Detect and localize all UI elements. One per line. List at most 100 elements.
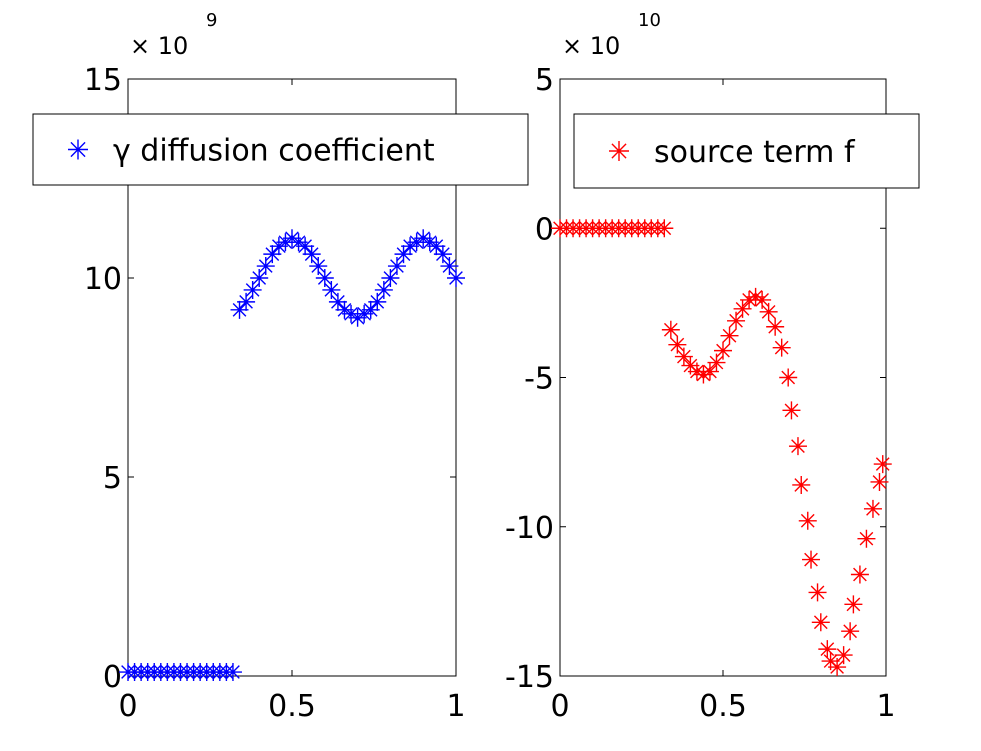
- marker-shape: [374, 280, 393, 299]
- marker-shape: [841, 622, 860, 641]
- data-point: [844, 595, 863, 614]
- data-point: [401, 237, 420, 256]
- data-point: [433, 245, 452, 264]
- x-tick-label: 1: [446, 689, 465, 724]
- data-point: [447, 269, 465, 287]
- marker-shape: [779, 368, 798, 387]
- marker-shape: [309, 257, 328, 276]
- marker-shape: [335, 300, 354, 319]
- marker-shape: [256, 257, 275, 276]
- marker-shape: [223, 663, 242, 682]
- y-tick-label: -15: [505, 660, 554, 695]
- marker-shape: [407, 233, 426, 252]
- marker-shape: [243, 280, 262, 299]
- marker-shape: [828, 658, 847, 677]
- marker-shape: [788, 437, 807, 456]
- data-point: [857, 529, 876, 548]
- data-point: [818, 640, 837, 659]
- marker-shape: [834, 646, 853, 665]
- marker-shape: [427, 237, 446, 256]
- marker-shape: [674, 347, 693, 366]
- marker-shape: [818, 640, 837, 659]
- data-point: [322, 280, 341, 299]
- data-point: [440, 257, 459, 276]
- marker-shape: [289, 233, 308, 252]
- data-point: [753, 290, 772, 309]
- data-point: [420, 233, 439, 252]
- data-point: [381, 269, 400, 287]
- marker-shape: [302, 245, 321, 264]
- marker-shape: [315, 269, 334, 287]
- marker-shape: [661, 320, 680, 339]
- data-point: [834, 646, 853, 665]
- marker-shape: [759, 302, 778, 321]
- data-point: [863, 499, 882, 518]
- data-point: [870, 472, 889, 491]
- data-point: [759, 302, 778, 321]
- data-point: [661, 320, 680, 339]
- data-point: [733, 299, 752, 318]
- data-point: [276, 233, 295, 252]
- data-point: [348, 308, 367, 327]
- data-point: [283, 229, 301, 248]
- marker-shape: [230, 300, 249, 319]
- marker-shape: [746, 287, 765, 306]
- y-tick-label: -5: [524, 362, 554, 397]
- marker-shape: [753, 290, 772, 309]
- data-point: [779, 368, 798, 387]
- marker-shape: [772, 338, 791, 357]
- data-point: [302, 245, 321, 264]
- marker-shape: [844, 595, 863, 614]
- marker-shape: [368, 292, 387, 311]
- data-point: [368, 292, 387, 311]
- data-point: [873, 455, 892, 474]
- data-point: [315, 269, 334, 287]
- y-tick-label: 15: [84, 63, 122, 98]
- y-multiplier: × 10: [130, 32, 188, 60]
- data-point: [342, 304, 361, 323]
- data-point: [694, 365, 713, 384]
- data-point: [811, 613, 830, 632]
- y-exponent: 9: [206, 10, 217, 31]
- y-exponent: 10: [638, 10, 661, 31]
- data-point: [707, 353, 726, 372]
- marker-shape: [414, 229, 433, 248]
- marker-shape: [276, 233, 295, 252]
- data-point: [394, 245, 413, 264]
- data-point: [296, 237, 315, 256]
- marker-shape: [381, 269, 400, 287]
- x-tick-label: 0: [550, 689, 569, 724]
- marker-shape: [387, 257, 406, 276]
- data-point: [355, 304, 374, 323]
- y-tick-label: 0: [535, 212, 554, 247]
- marker-shape: [687, 362, 706, 381]
- data-point: [674, 347, 693, 366]
- data-point: [361, 300, 380, 319]
- marker-shape: [857, 529, 876, 548]
- data-point: [727, 311, 746, 330]
- data-point: [746, 287, 765, 306]
- marker-shape: [811, 613, 830, 632]
- y-tick-label: 0: [103, 660, 122, 695]
- data-point: [808, 583, 827, 602]
- marker-shape: [250, 269, 269, 287]
- marker-shape: [668, 335, 687, 354]
- data-point: [802, 550, 821, 569]
- marker-shape: [700, 362, 719, 381]
- data-point: [256, 257, 275, 276]
- marker-shape: [870, 472, 889, 491]
- marker-shape: [873, 455, 892, 474]
- marker-shape: [609, 141, 629, 161]
- marker-shape: [328, 292, 347, 311]
- marker-shape: [322, 280, 341, 299]
- marker-shape: [237, 292, 256, 311]
- marker-shape: [792, 475, 811, 494]
- legend-label: source term f: [654, 135, 856, 170]
- data-point: [798, 511, 817, 530]
- data-point: [223, 663, 242, 682]
- data-point: [269, 237, 288, 256]
- x-tick-label: 0: [118, 689, 137, 724]
- legend-marker: [609, 141, 629, 161]
- data-point: [414, 229, 433, 248]
- marker-shape: [355, 304, 374, 323]
